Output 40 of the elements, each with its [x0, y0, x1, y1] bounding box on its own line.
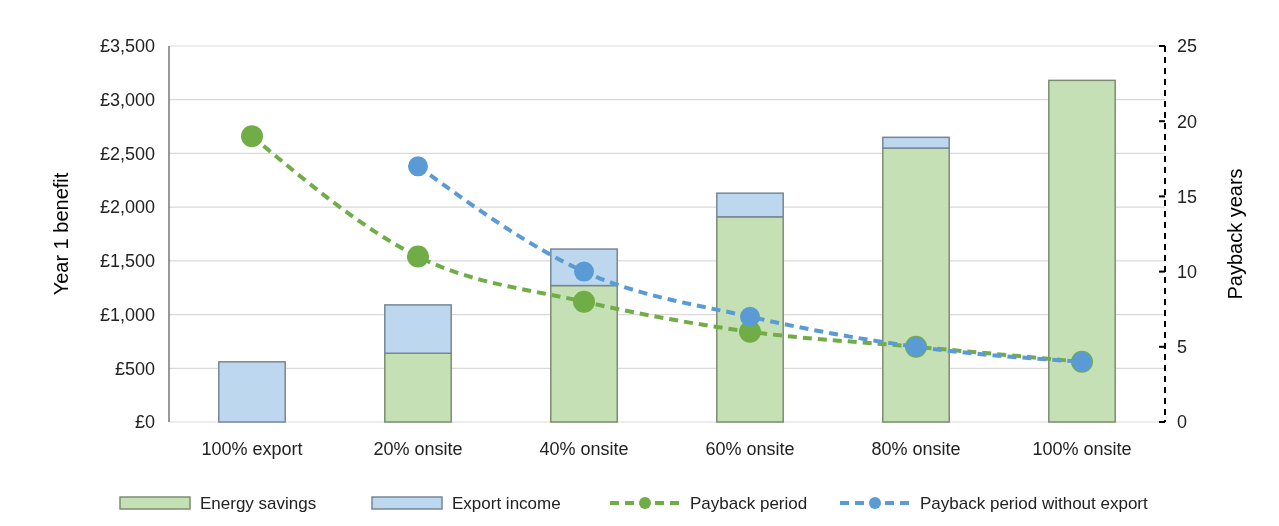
bar: [1048, 79, 1116, 423]
y-tick-label: £1,000: [99, 304, 155, 325]
legend-label: Payback period without export: [920, 493, 1149, 513]
y2-tick-label: 5: [1177, 337, 1188, 358]
x-tick-label: 100% export: [201, 439, 303, 459]
y2-axis-title: Payback years: [1224, 168, 1246, 300]
y-axis-title: Year 1 benefit: [50, 172, 72, 296]
bar: [384, 352, 452, 423]
point: [573, 290, 595, 313]
legend-label: Energy savings: [200, 493, 317, 513]
x-tick-label: 60% onsite: [705, 439, 795, 459]
y2-tick-label: 25: [1177, 36, 1198, 57]
point: [740, 306, 760, 327]
x-tick-label: 40% onsite: [539, 439, 629, 459]
y-tick-label: £0: [134, 412, 155, 433]
y-tick-label: £500: [114, 358, 155, 379]
y-tick-label: £3,500: [99, 36, 155, 57]
point: [408, 156, 428, 177]
x-tick-label: 100% onsite: [1032, 439, 1132, 459]
legend-label: Export income: [452, 493, 561, 513]
y2-tick-label: 0: [1177, 412, 1188, 433]
x-tick-label: 80% onsite: [871, 439, 961, 459]
y2-tick-label: 20: [1177, 111, 1198, 132]
y-tick-label: £2,500: [99, 143, 155, 164]
y-tick-label: £2,000: [99, 197, 155, 218]
bar: [716, 192, 784, 218]
bar: [716, 216, 784, 423]
point: [407, 245, 429, 268]
y2-tick-label: 15: [1177, 186, 1198, 207]
bar: [550, 284, 618, 423]
x-tick-label: 20% onsite: [373, 439, 463, 459]
bar: [384, 304, 452, 354]
legend-label: Payback period: [690, 493, 808, 513]
y-tick-label: £1,500: [99, 251, 155, 272]
y2-tick-label: 10: [1177, 261, 1198, 282]
point: [241, 125, 263, 148]
bar: [218, 361, 286, 423]
y-tick-label: £3,000: [99, 90, 155, 111]
bar: [882, 136, 950, 149]
bar: [882, 147, 950, 423]
